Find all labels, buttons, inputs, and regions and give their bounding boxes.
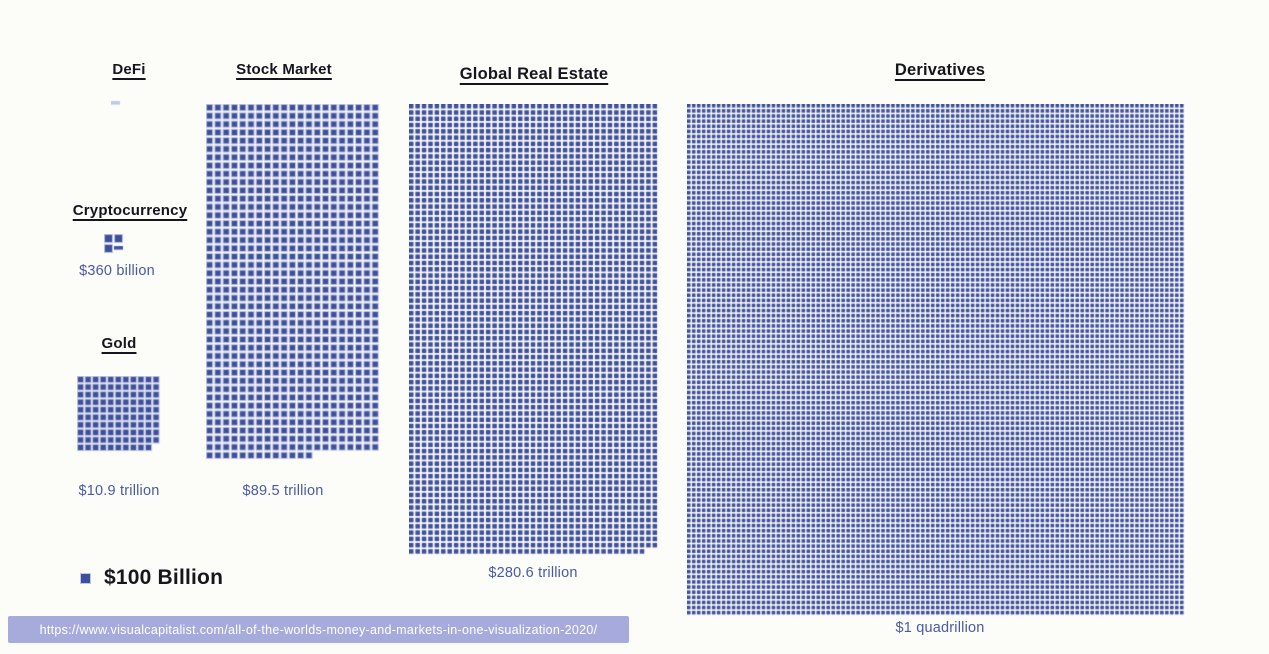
source-url-link[interactable]: https://www.visualcapitalist.com/all-of-… [8,616,629,643]
gold-title: Gold [9,335,229,352]
derivatives-value: $1 quadrillion [895,620,985,636]
derivatives-title-text: Derivatives [894,61,986,79]
cryptocurrency-title-text: Cryptocurrency [72,202,188,219]
global-real-estate-value: $280.6 trillion [488,565,578,581]
stock-market-value: $89.5 trillion [242,483,324,499]
legend-unit-square-icon [80,572,91,584]
stock-market-square-grid [206,104,382,463]
defi-title-text: DeFi [112,61,146,78]
cryptocurrency-value: $360 billion [79,263,155,279]
legend: $100 Billion [80,566,223,590]
legend-unit-label: $100 Billion [104,566,224,589]
derivatives-square-grid [687,104,1187,618]
defi-partial-square-grid [111,99,125,107]
stock-market-title-text: Stock Market [236,61,332,78]
derivatives-title: Derivatives [830,61,1050,80]
cryptocurrency-title: Cryptocurrency [20,202,240,219]
gold-value: $10.9 trillion [78,483,160,499]
gold-square-grid [77,376,163,456]
global-real-estate-title: Global Real Estate [424,65,644,84]
defi-title: DeFi [19,61,239,78]
gold-title-text: Gold [101,335,137,352]
cryptocurrency-square-grid [104,234,130,260]
stock-market-title: Stock Market [174,61,394,78]
global-real-estate-title-text: Global Real Estate [459,65,609,83]
global-real-estate-square-grid [409,104,661,557]
